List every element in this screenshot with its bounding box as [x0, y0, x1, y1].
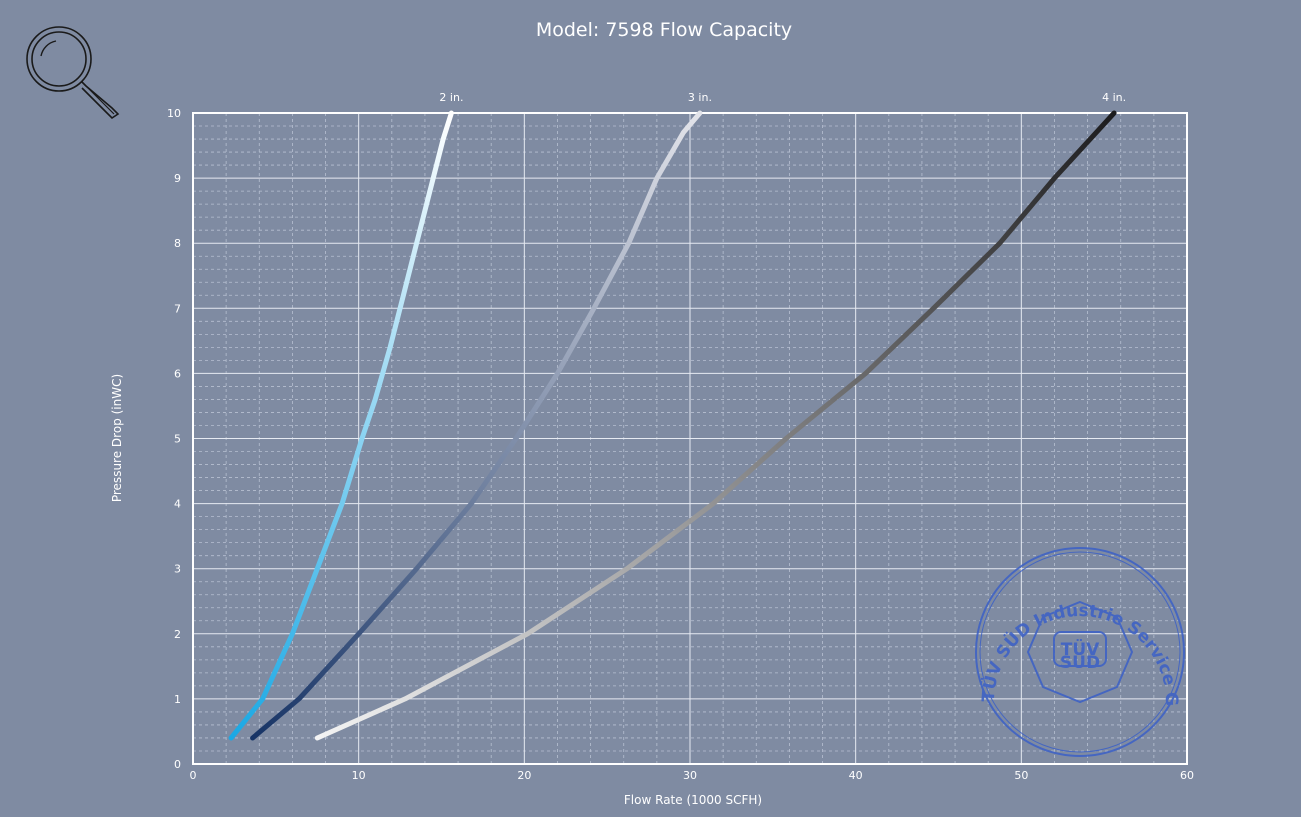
series-label-1: 2 in.: [439, 91, 463, 104]
stamp-sub-text: SÜD: [1060, 651, 1100, 673]
series-label-3: 4 in.: [1102, 91, 1126, 104]
x-axis-title: Flow Rate (1000 SCFH): [624, 793, 762, 807]
x-axis-ticks: 0 10 20 30 40 50 60: [190, 769, 1195, 782]
x-tick-label: 0: [190, 769, 197, 782]
y-tick-label: 10: [167, 107, 181, 120]
y-axis-title: Pressure Drop (inWC): [110, 374, 124, 502]
x-tick-label: 40: [849, 769, 863, 782]
plot-border: [192, 112, 1188, 765]
y-tick-label: 6: [174, 367, 181, 380]
y-tick-label: 8: [174, 237, 181, 250]
x-tick-label: 30: [683, 769, 697, 782]
y-tick-label: 0: [174, 758, 181, 771]
y-tick-label: 5: [174, 433, 181, 446]
y-tick-label: 7: [174, 302, 181, 315]
series-label-2: 3 in.: [688, 91, 712, 104]
y-tick-label: 2: [174, 628, 181, 641]
magnifier-icon[interactable]: [26, 26, 120, 120]
x-tick-label: 10: [352, 769, 366, 782]
series-labels: 2 in. 3 in. 4 in.: [439, 91, 1126, 104]
y-tick-label: 3: [174, 563, 181, 576]
series-line-1: [228, 110, 454, 741]
major-gridlines: [192, 112, 1188, 765]
y-tick-label: 9: [174, 172, 181, 185]
y-axis-ticks: 0 1 2 3 4 5 6 7 8 9 10: [167, 107, 181, 771]
series-line-2: [250, 110, 703, 741]
x-tick-label: 50: [1014, 769, 1028, 782]
chart-title: Model: 7598 Flow Capacity: [536, 19, 792, 41]
series-lines: [228, 110, 1117, 741]
y-tick-label: 4: [174, 498, 181, 511]
series-line-3: [314, 110, 1117, 741]
y-tick-label: 1: [174, 693, 181, 706]
stamp-center-text: TÜV: [1061, 638, 1100, 660]
x-tick-label: 20: [517, 769, 531, 782]
x-tick-label: 60: [1180, 769, 1194, 782]
